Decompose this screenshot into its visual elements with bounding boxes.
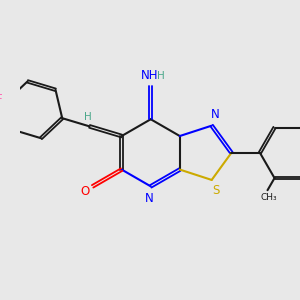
Text: O: O (81, 185, 90, 198)
Text: H: H (157, 71, 164, 81)
Text: S: S (212, 184, 219, 197)
Text: CH₃: CH₃ (261, 193, 277, 202)
Text: N: N (145, 192, 154, 205)
Text: N: N (211, 108, 220, 122)
Text: NH: NH (141, 69, 158, 82)
Text: H: H (84, 112, 92, 122)
Text: F: F (0, 93, 2, 106)
